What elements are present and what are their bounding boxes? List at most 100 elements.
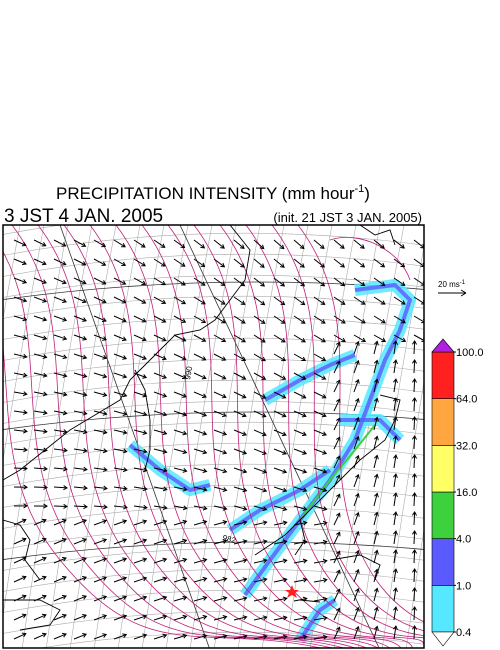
wind-vector <box>273 540 287 545</box>
wind-vector-head <box>302 506 308 512</box>
wind-vector-head <box>220 244 225 249</box>
wind-vector <box>173 391 187 398</box>
wind-vector-head <box>102 633 108 638</box>
wind-vector-head <box>162 449 168 454</box>
wind-vector <box>353 341 359 355</box>
wind-vector <box>373 360 378 374</box>
wind-vector-head <box>392 511 398 517</box>
wind-vector-head <box>262 596 268 602</box>
wind-vector <box>53 315 67 321</box>
vector-key-head <box>460 289 467 297</box>
wind-vector <box>353 474 359 488</box>
major-meridian <box>179 225 380 648</box>
map-frame <box>2 224 425 649</box>
wind-vector <box>273 597 287 602</box>
wind-vector <box>173 577 187 583</box>
wind-vector-head <box>392 340 398 346</box>
wind-vector <box>113 315 127 322</box>
wind-vector-head <box>280 282 286 287</box>
wind-vector <box>413 416 416 431</box>
wind-vector <box>333 380 341 393</box>
wind-vector-head <box>82 576 87 581</box>
wind-vector <box>333 475 341 488</box>
wind-vector-head <box>262 520 268 526</box>
wind-vector <box>213 391 227 398</box>
wind-vector <box>233 410 247 417</box>
wind-vector-head <box>122 614 128 620</box>
wind-vector-head <box>301 412 307 418</box>
wind-vector-head <box>141 299 147 304</box>
wind-vector <box>213 635 227 640</box>
wind-vector-head <box>41 537 47 543</box>
wind-vector <box>373 588 378 602</box>
wind-vector <box>413 530 416 545</box>
wind-vector <box>13 595 27 602</box>
wind-vector-head <box>355 568 360 574</box>
wind-vector-head <box>62 354 68 360</box>
wind-vector <box>153 615 167 621</box>
wind-vector-head <box>61 260 67 266</box>
wind-vector-head <box>355 359 360 365</box>
wind-vector <box>293 486 307 492</box>
wind-vector <box>93 519 107 526</box>
wind-vector-head <box>181 318 187 323</box>
wind-vector-head <box>142 538 148 544</box>
wind-vector-head <box>41 613 47 619</box>
wind-vector <box>373 239 385 249</box>
wind-vector-head <box>142 633 148 639</box>
wind-vector <box>213 410 227 417</box>
wind-vector <box>373 531 378 545</box>
wind-vector-head <box>240 281 246 287</box>
wind-vector-head <box>336 417 341 423</box>
wind-vector-head <box>142 595 148 601</box>
wind-vector-head <box>201 356 207 361</box>
wind-vector <box>173 277 186 286</box>
wind-vector-head <box>202 614 208 620</box>
wind-vector <box>33 633 47 640</box>
wind-vector <box>273 315 286 324</box>
wind-vector-head <box>162 614 168 620</box>
wind-vector <box>353 493 359 507</box>
wind-vector-head <box>392 568 398 574</box>
wind-vector <box>213 616 227 621</box>
wind-vector-head <box>43 428 48 434</box>
wind-vector-head <box>281 394 287 399</box>
wind-vector-head <box>222 449 228 455</box>
wind-vector <box>273 448 287 455</box>
wind-vector <box>53 277 67 284</box>
wind-vector <box>153 596 167 602</box>
wind-vector <box>253 505 267 511</box>
wind-vector-head <box>82 538 87 543</box>
wind-vector <box>293 597 307 602</box>
wind-vector <box>393 436 397 450</box>
wind-vector-head <box>392 454 398 460</box>
wind-vector-head <box>162 633 168 639</box>
wind-vector-head <box>374 568 379 574</box>
wind-vector-head <box>336 569 341 575</box>
wind-vector <box>33 239 46 247</box>
wind-vector <box>353 239 365 249</box>
wind-vector-head <box>21 260 27 266</box>
wind-vector-head <box>42 279 47 285</box>
wind-vector <box>193 239 205 249</box>
precip-moderate <box>264 353 356 402</box>
wind-vector <box>413 397 416 412</box>
wind-vector-head <box>412 340 417 345</box>
wind-vector-head <box>355 454 360 460</box>
wind-vector <box>53 410 67 414</box>
wind-vector <box>393 315 406 324</box>
wind-vector-head <box>262 634 268 640</box>
wind-vector-head <box>282 615 288 621</box>
wind-vector-head <box>281 431 287 437</box>
wind-vector-head <box>162 595 168 601</box>
wind-vector <box>13 277 27 284</box>
wind-vector <box>253 258 265 268</box>
wind-vector <box>413 511 416 526</box>
wind-vector <box>373 626 378 640</box>
wind-vector-head <box>81 298 87 304</box>
wind-vector-head <box>22 297 28 303</box>
wind-vector <box>293 521 307 526</box>
wind-vector-head <box>222 596 228 601</box>
wind-vector <box>313 522 327 526</box>
map: 990 982 <box>3 225 424 648</box>
